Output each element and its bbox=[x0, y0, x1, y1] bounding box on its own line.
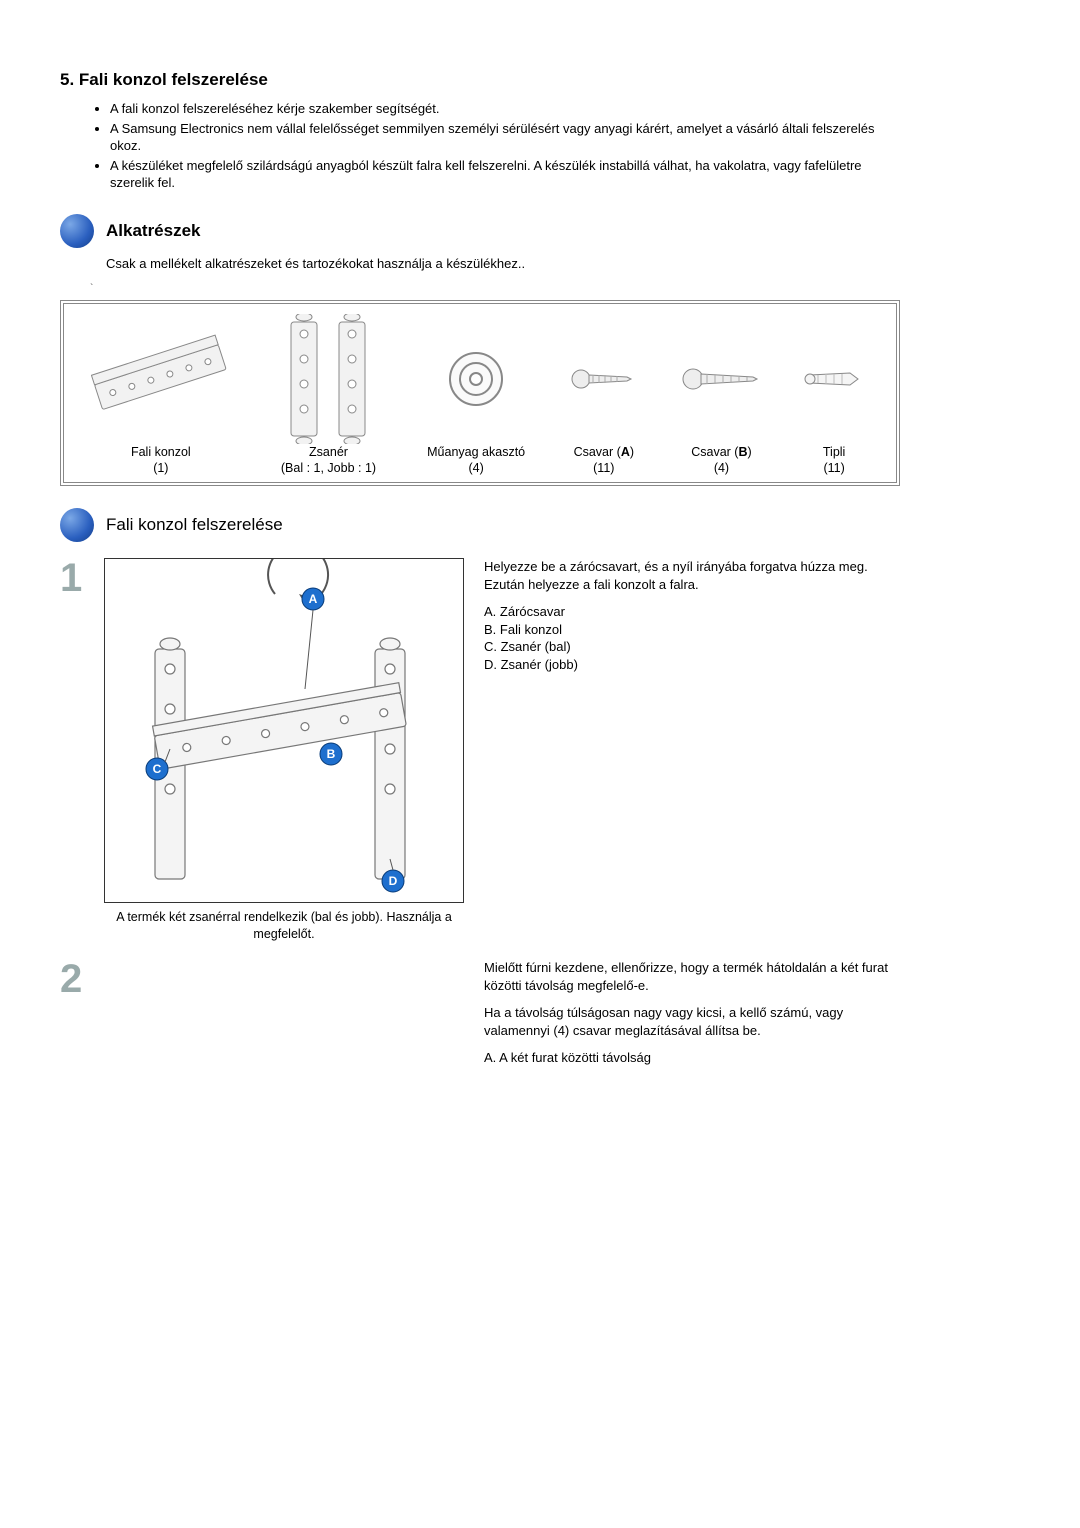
step-number: 2 bbox=[60, 959, 104, 1077]
part-image-bracket bbox=[86, 314, 236, 444]
step2-text: Mielőtt fúrni kezdene, ellenőrizze, hogy… bbox=[484, 959, 900, 1077]
part-label: Műanyag akasztó bbox=[421, 444, 531, 460]
part-label: Csavar (A) bbox=[559, 444, 649, 460]
step-1: 1 bbox=[60, 558, 900, 943]
step1-line2: Ezután helyezze a fali konzolt a falra. bbox=[484, 577, 699, 592]
step1-text: Helyezze be a zárócsavart, és a nyíl irá… bbox=[484, 558, 900, 943]
part-image-screw-a bbox=[559, 314, 649, 444]
bullet-item: A Samsung Electronics nem vállal felelős… bbox=[110, 120, 900, 155]
part-csavar-b: Csavar (B) (4) bbox=[676, 314, 766, 477]
step-number: 1 bbox=[60, 558, 104, 943]
part-label: Tipli bbox=[794, 444, 874, 460]
part-image-washer bbox=[421, 314, 531, 444]
bullet-item: A készüléket megfelelő szilárdságú anyag… bbox=[110, 157, 900, 192]
part-fali-konzol: Fali konzol (1) bbox=[86, 314, 236, 477]
part-qty: (4) bbox=[676, 460, 766, 476]
step-2: 2 Mielőtt fúrni kezdene, ellenőrizze, ho… bbox=[60, 959, 900, 1077]
part-tipli: Tipli (11) bbox=[794, 314, 874, 477]
svg-text:A: A bbox=[309, 592, 318, 606]
parts-table: Fali konzol (1) Zsanér (Bal : 1, Jo bbox=[60, 300, 900, 487]
step1-list-b: B. Fali konzol bbox=[484, 622, 562, 637]
step1-line1: Helyezze be a zárócsavart, és a nyíl irá… bbox=[484, 559, 868, 574]
part-label: Zsanér bbox=[263, 444, 393, 460]
part-akaszto: Műanyag akasztó (4) bbox=[421, 314, 531, 477]
part-qty: (11) bbox=[559, 460, 649, 476]
parts-note: Csak a mellékelt alkatrészeket és tartoz… bbox=[106, 256, 900, 271]
step1-caption: A termék két zsanérral rendelkezik (bal … bbox=[104, 909, 464, 943]
install-header: Fali konzol felszerelése bbox=[60, 508, 900, 542]
bullet-ball-icon bbox=[60, 214, 94, 248]
part-image-anchor bbox=[794, 314, 874, 444]
section-title: 5. Fali konzol felszerelése bbox=[60, 70, 900, 90]
part-image-hinge bbox=[263, 314, 393, 444]
step2-line2: Ha a távolság túlságosan nagy vagy kicsi… bbox=[484, 1004, 900, 1039]
step2-list-a: A. A két furat közötti távolság bbox=[484, 1049, 900, 1067]
step1-figure: A B C D A termék két zsanérral rendelkez… bbox=[104, 558, 464, 943]
part-qty: (1) bbox=[86, 460, 236, 476]
part-label: Csavar (B) bbox=[676, 444, 766, 460]
part-image-screw-b bbox=[676, 314, 766, 444]
parts-header: Alkatrészek bbox=[60, 214, 900, 248]
svg-text:B: B bbox=[327, 747, 336, 761]
tick-mark: ` bbox=[90, 283, 900, 294]
step1-diagram: A B C D bbox=[105, 559, 463, 899]
bullet-ball-icon bbox=[60, 508, 94, 542]
step1-list-d: D. Zsanér (jobb) bbox=[484, 657, 578, 672]
bullet-item: A fali konzol felszereléséhez kérje szak… bbox=[110, 100, 900, 118]
part-qty: (Bal : 1, Jobb : 1) bbox=[263, 460, 393, 476]
svg-text:C: C bbox=[153, 762, 162, 776]
install-title: Fali konzol felszerelése bbox=[106, 515, 283, 535]
svg-text:D: D bbox=[389, 874, 398, 888]
step2-line1: Mielőtt fúrni kezdene, ellenőrizze, hogy… bbox=[484, 959, 900, 994]
parts-title: Alkatrészek bbox=[106, 221, 201, 241]
part-zsaner: Zsanér (Bal : 1, Jobb : 1) bbox=[263, 314, 393, 477]
part-qty: (4) bbox=[421, 460, 531, 476]
part-csavar-a: Csavar (A) (11) bbox=[559, 314, 649, 477]
step1-list-c: C. Zsanér (bal) bbox=[484, 639, 571, 654]
step2-figure-placeholder bbox=[104, 959, 464, 1077]
part-label: Fali konzol bbox=[86, 444, 236, 460]
intro-bullets: A fali konzol felszereléséhez kérje szak… bbox=[110, 100, 900, 192]
step1-list-a: A. Zárócsavar bbox=[484, 604, 565, 619]
part-qty: (11) bbox=[794, 460, 874, 476]
